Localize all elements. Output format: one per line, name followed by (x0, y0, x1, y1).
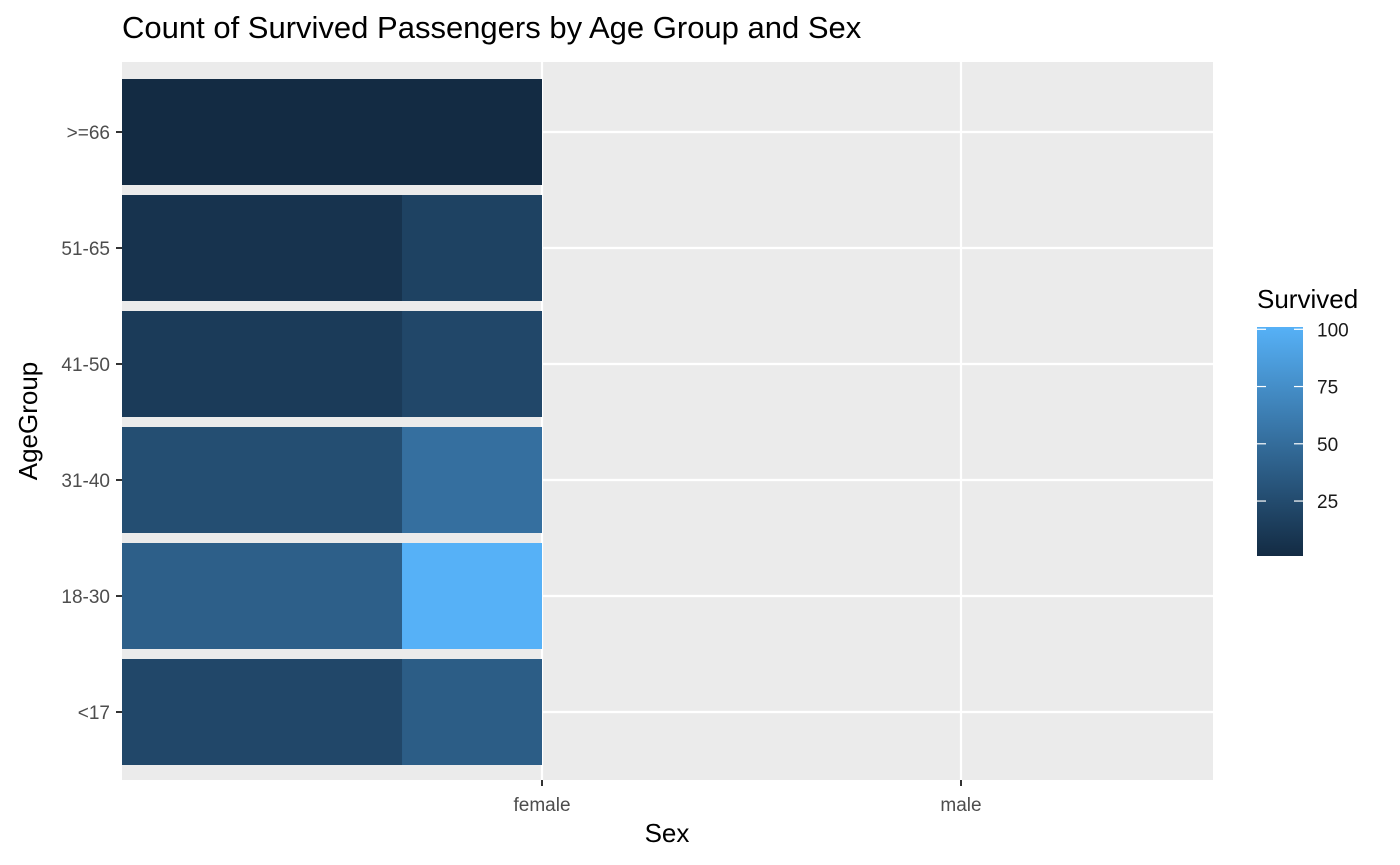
x-tick-label: female (513, 795, 570, 816)
legend-colorbar (1257, 327, 1303, 556)
y-tick-label: 51-65 (61, 239, 110, 260)
heatmap-cell (402, 543, 542, 649)
x-axis-title: Sex (645, 818, 690, 848)
legend-tick-label: 25 (1317, 492, 1338, 513)
y-tick-label: 31-40 (61, 471, 110, 492)
y-axis: <17 18-30 31-40 41-50 51-65 >=66 (61, 123, 122, 724)
x-axis: female male (513, 780, 982, 816)
legend-tick-label: 75 (1317, 378, 1338, 399)
y-tick-label: 18-30 (61, 587, 110, 608)
heatmap-cell (402, 659, 542, 765)
y-axis-title: AgeGroup (13, 362, 43, 481)
legend-tick-label: 100 (1317, 320, 1349, 341)
heatmap-cells (122, 79, 542, 765)
legend-tick-label: 50 (1317, 435, 1338, 456)
legend-ticks: 25 50 75 100 (1257, 320, 1349, 513)
chart-title: Count of Survived Passengers by Age Grou… (122, 10, 862, 45)
heatmap-cell (402, 427, 542, 533)
heatmap-cell (402, 311, 542, 417)
y-tick-label: <17 (78, 703, 110, 724)
heatmap-cell (122, 79, 542, 185)
y-tick-label: 41-50 (61, 355, 110, 376)
legend-title: Survived (1257, 284, 1358, 314)
y-tick-label: >=66 (67, 123, 110, 144)
x-tick-label: male (940, 795, 981, 816)
color-legend: Survived 25 50 75 100 (1257, 284, 1358, 556)
heatmap-cell (402, 195, 542, 301)
